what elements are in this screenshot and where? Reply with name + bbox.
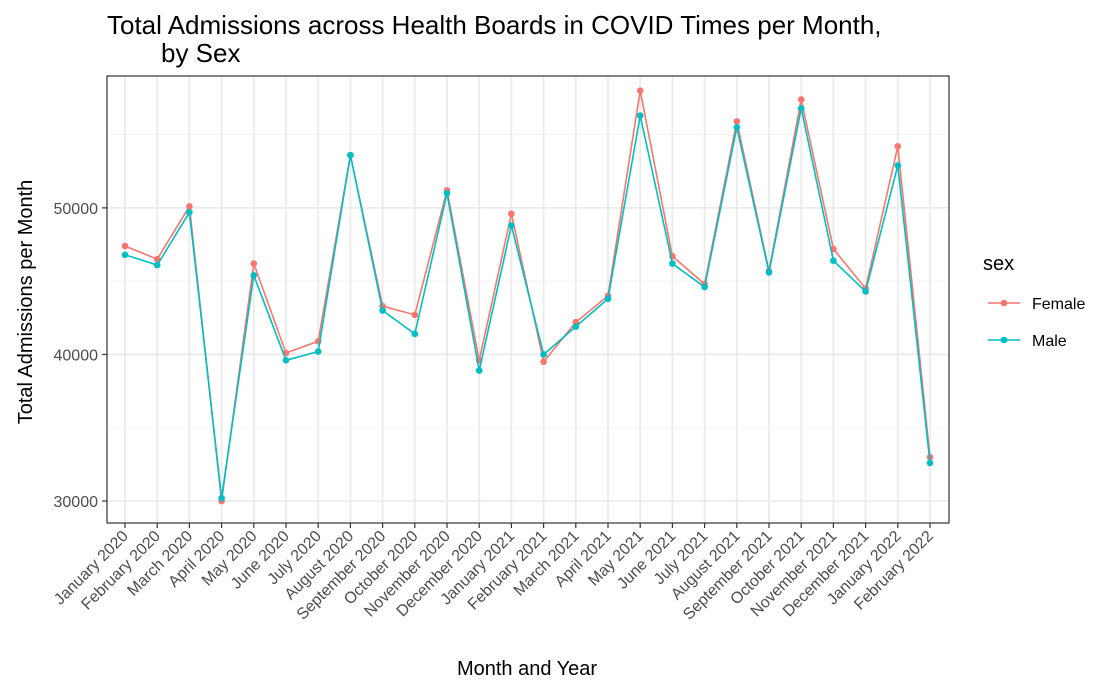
- data-point-male: [121, 251, 129, 259]
- data-point-male: [443, 189, 451, 197]
- data-point-male: [830, 257, 837, 264]
- data-point-female: [797, 96, 805, 103]
- chart-title-line2: by Sex: [161, 38, 241, 68]
- data-point-male: [669, 260, 676, 267]
- y-tick-label: 40000: [54, 347, 99, 364]
- series-line-female: [124, 89, 931, 502]
- data-point-male: [153, 261, 161, 269]
- data-point-female: [636, 87, 644, 94]
- plot-panel-border: [106, 75, 950, 524]
- series-layer: [121, 87, 934, 505]
- data-point-male: [572, 323, 580, 330]
- data-point-male: [314, 348, 322, 355]
- data-point-male: [250, 272, 258, 279]
- data-point-female: [186, 203, 193, 210]
- legend-label-female: Female: [1032, 296, 1085, 313]
- series-line-male: [124, 107, 931, 499]
- data-point-female: [540, 358, 547, 366]
- data-point-male: [475, 367, 483, 374]
- data-point-male: [862, 288, 869, 295]
- data-point-male: [347, 151, 354, 159]
- data-point-male: [604, 295, 612, 303]
- data-point-male: [218, 494, 225, 502]
- legend-label-male: Male: [1032, 333, 1067, 350]
- y-axis-label: Total Admissions per Month: [15, 180, 37, 425]
- data-point-male: [701, 283, 708, 291]
- data-point-male: [926, 459, 934, 467]
- legend-key-point-male: [1000, 336, 1008, 344]
- y-tick-label: 50000: [54, 201, 99, 218]
- y-axis: 30000 40000 50000: [54, 201, 107, 511]
- grid-major: [107, 76, 949, 523]
- data-point-female: [894, 143, 902, 150]
- grid-minor: [107, 134, 949, 429]
- data-point-male: [765, 269, 773, 276]
- chart-title-line1: Total Admissions across Health Boards in…: [107, 10, 882, 40]
- data-point-female: [508, 210, 515, 218]
- data-point-male: [282, 357, 290, 364]
- data-point-female: [250, 260, 258, 267]
- data-point-male: [508, 222, 515, 229]
- data-point-female: [121, 242, 129, 250]
- data-point-female: [733, 118, 741, 125]
- legend: sex Female Male: [983, 253, 1085, 350]
- y-tick-label: 30000: [54, 494, 99, 511]
- data-point-male: [797, 104, 805, 112]
- data-point-female: [411, 311, 419, 319]
- data-point-male: [733, 123, 741, 131]
- data-point-male: [540, 351, 547, 358]
- data-point-male: [186, 208, 193, 216]
- data-point-male: [379, 307, 386, 314]
- data-point-male: [636, 112, 644, 119]
- data-point-male: [894, 162, 902, 169]
- legend-title: sex: [983, 253, 1014, 275]
- x-axis-label: Month and Year: [457, 658, 597, 680]
- data-point-male: [411, 330, 419, 338]
- legend-key-point-female: [1000, 299, 1008, 307]
